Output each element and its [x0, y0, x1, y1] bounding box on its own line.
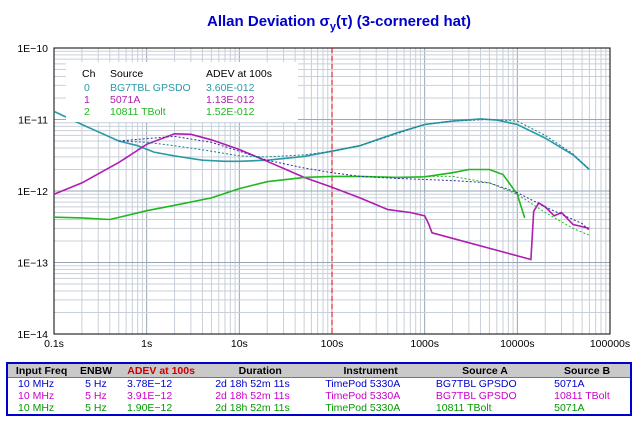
- x-tick-label: 10000s: [500, 338, 534, 350]
- legend-entry: 2: [84, 106, 90, 118]
- table-header-cell: ADEV at 100s: [116, 363, 206, 378]
- y-tick-label: 1E−14: [17, 329, 48, 341]
- series-line-0: [53, 110, 590, 171]
- table-cell: 5 Hz: [85, 390, 107, 402]
- table-cell: TimePod 5330A: [325, 378, 401, 390]
- series-line-2: [53, 168, 526, 221]
- series-layer: [53, 110, 590, 261]
- x-tick-label: 100s: [321, 338, 344, 350]
- chart-title: Allan Deviation σy(τ) (3-cornered hat): [207, 13, 471, 33]
- x-tick-label: 10s: [231, 338, 248, 350]
- table-row: 10 MHz 5 Hz 3.78E−12 2d 18h 52m 11s TimePod …: [7, 378, 631, 390]
- table-body: 10 MHz 5 Hz 3.78E−12 2d 18h 52m 11s TimePod …: [7, 378, 631, 416]
- legend-entry: 3.60E-012: [206, 82, 255, 94]
- table-header-cell: Input Freq: [7, 363, 76, 378]
- table-cell: 1.90E−12: [126, 402, 173, 414]
- legend-entry: 0: [84, 82, 90, 94]
- table-cell: 2d 18h 52m 11s: [215, 378, 290, 390]
- table-cell: 3.91E−12: [126, 390, 173, 402]
- legend-entry: 1.13E-012: [206, 94, 255, 106]
- axis-tick-labels: 0.1s 1s 10s 100s 1000s 10000s 100000s 1E−10 1E−1…: [17, 43, 630, 350]
- x-tick-label: 100000s: [590, 338, 630, 350]
- y-tick-label: 1E−12: [17, 186, 48, 198]
- legend-header: Source: [110, 68, 143, 80]
- y-tick-label: 1E−11: [18, 115, 48, 127]
- table-cell: 2d 18h 52m 11s: [215, 402, 290, 414]
- table-cell: 10 MHz: [18, 378, 55, 390]
- x-tick-label: 1s: [141, 338, 152, 350]
- table-cell: 3.78E−12: [126, 378, 173, 390]
- table-header-cell: ENBW: [75, 363, 117, 378]
- legend-box: [66, 62, 298, 122]
- legend-entry: BG7TBL GPSDO: [110, 82, 191, 94]
- table-row: 10 MHz 5 Hz 3.91E−12 2d 18h 52m 11s TimePod …: [7, 390, 631, 402]
- x-tick-label: 1000s: [410, 338, 439, 350]
- legend-entry: 5071A: [110, 94, 140, 106]
- table-cell: 5071A: [554, 378, 585, 390]
- legend-header: ADEV at 100s: [206, 68, 272, 80]
- legend-entry: 1.52E-012: [206, 106, 255, 118]
- table-cell: 10 MHz: [18, 390, 55, 402]
- legend-entry: 10811 TBolt: [110, 106, 166, 118]
- legend-header: Ch: [82, 68, 96, 80]
- dashed-series-line-3: [118, 118, 590, 170]
- measurement-info-table: Input Freq ENBW ADEV at 100s Duration Instru…: [6, 362, 632, 416]
- table-cell: 5 Hz: [85, 402, 107, 414]
- y-tick-label: 1E−10: [17, 43, 48, 55]
- table-header-cell: Source B: [544, 363, 631, 378]
- table-cell: 10 MHz: [18, 402, 55, 414]
- table-cell: 5071A: [554, 402, 585, 414]
- table-cell: BG7TBL GPSDO: [435, 390, 517, 402]
- dashed-series-line-5: [424, 175, 590, 236]
- table-header-cell: Duration: [205, 363, 316, 378]
- table-cell: 10811 TBolt: [554, 390, 610, 402]
- table-cell: 10811 TBolt: [435, 402, 492, 414]
- y-tick-label: 1E−13: [17, 258, 48, 270]
- table-cell: TimePod 5330A: [325, 390, 401, 402]
- table-header-cell: Instrument: [315, 363, 426, 378]
- legend-entry: 1: [84, 94, 90, 106]
- table-row: 10 MHz 5 Hz 1.90E−12 2d 18h 52m 11s TimePod …: [7, 402, 631, 415]
- legend: Ch Source ADEV at 100s 0 BG7TBL GPSDO 3.60E-0…: [66, 62, 298, 122]
- dashed-series-line-4: [118, 135, 590, 231]
- table-cell: BG7TBL GPSDO: [435, 378, 517, 390]
- table-cell: 5 Hz: [85, 378, 107, 390]
- table-cell: TimePod 5330A: [325, 402, 401, 414]
- x-tick-label: 0.1s: [44, 338, 64, 350]
- table-header-row: Input Freq ENBW ADEV at 100s Duration Instru…: [7, 363, 631, 378]
- adev-chart: Allan Deviation σy(τ) (3-cornered hat) 0…: [17, 13, 630, 350]
- table-header-cell: Source A: [425, 363, 545, 378]
- table-cell: 2d 18h 52m 11s: [215, 390, 290, 402]
